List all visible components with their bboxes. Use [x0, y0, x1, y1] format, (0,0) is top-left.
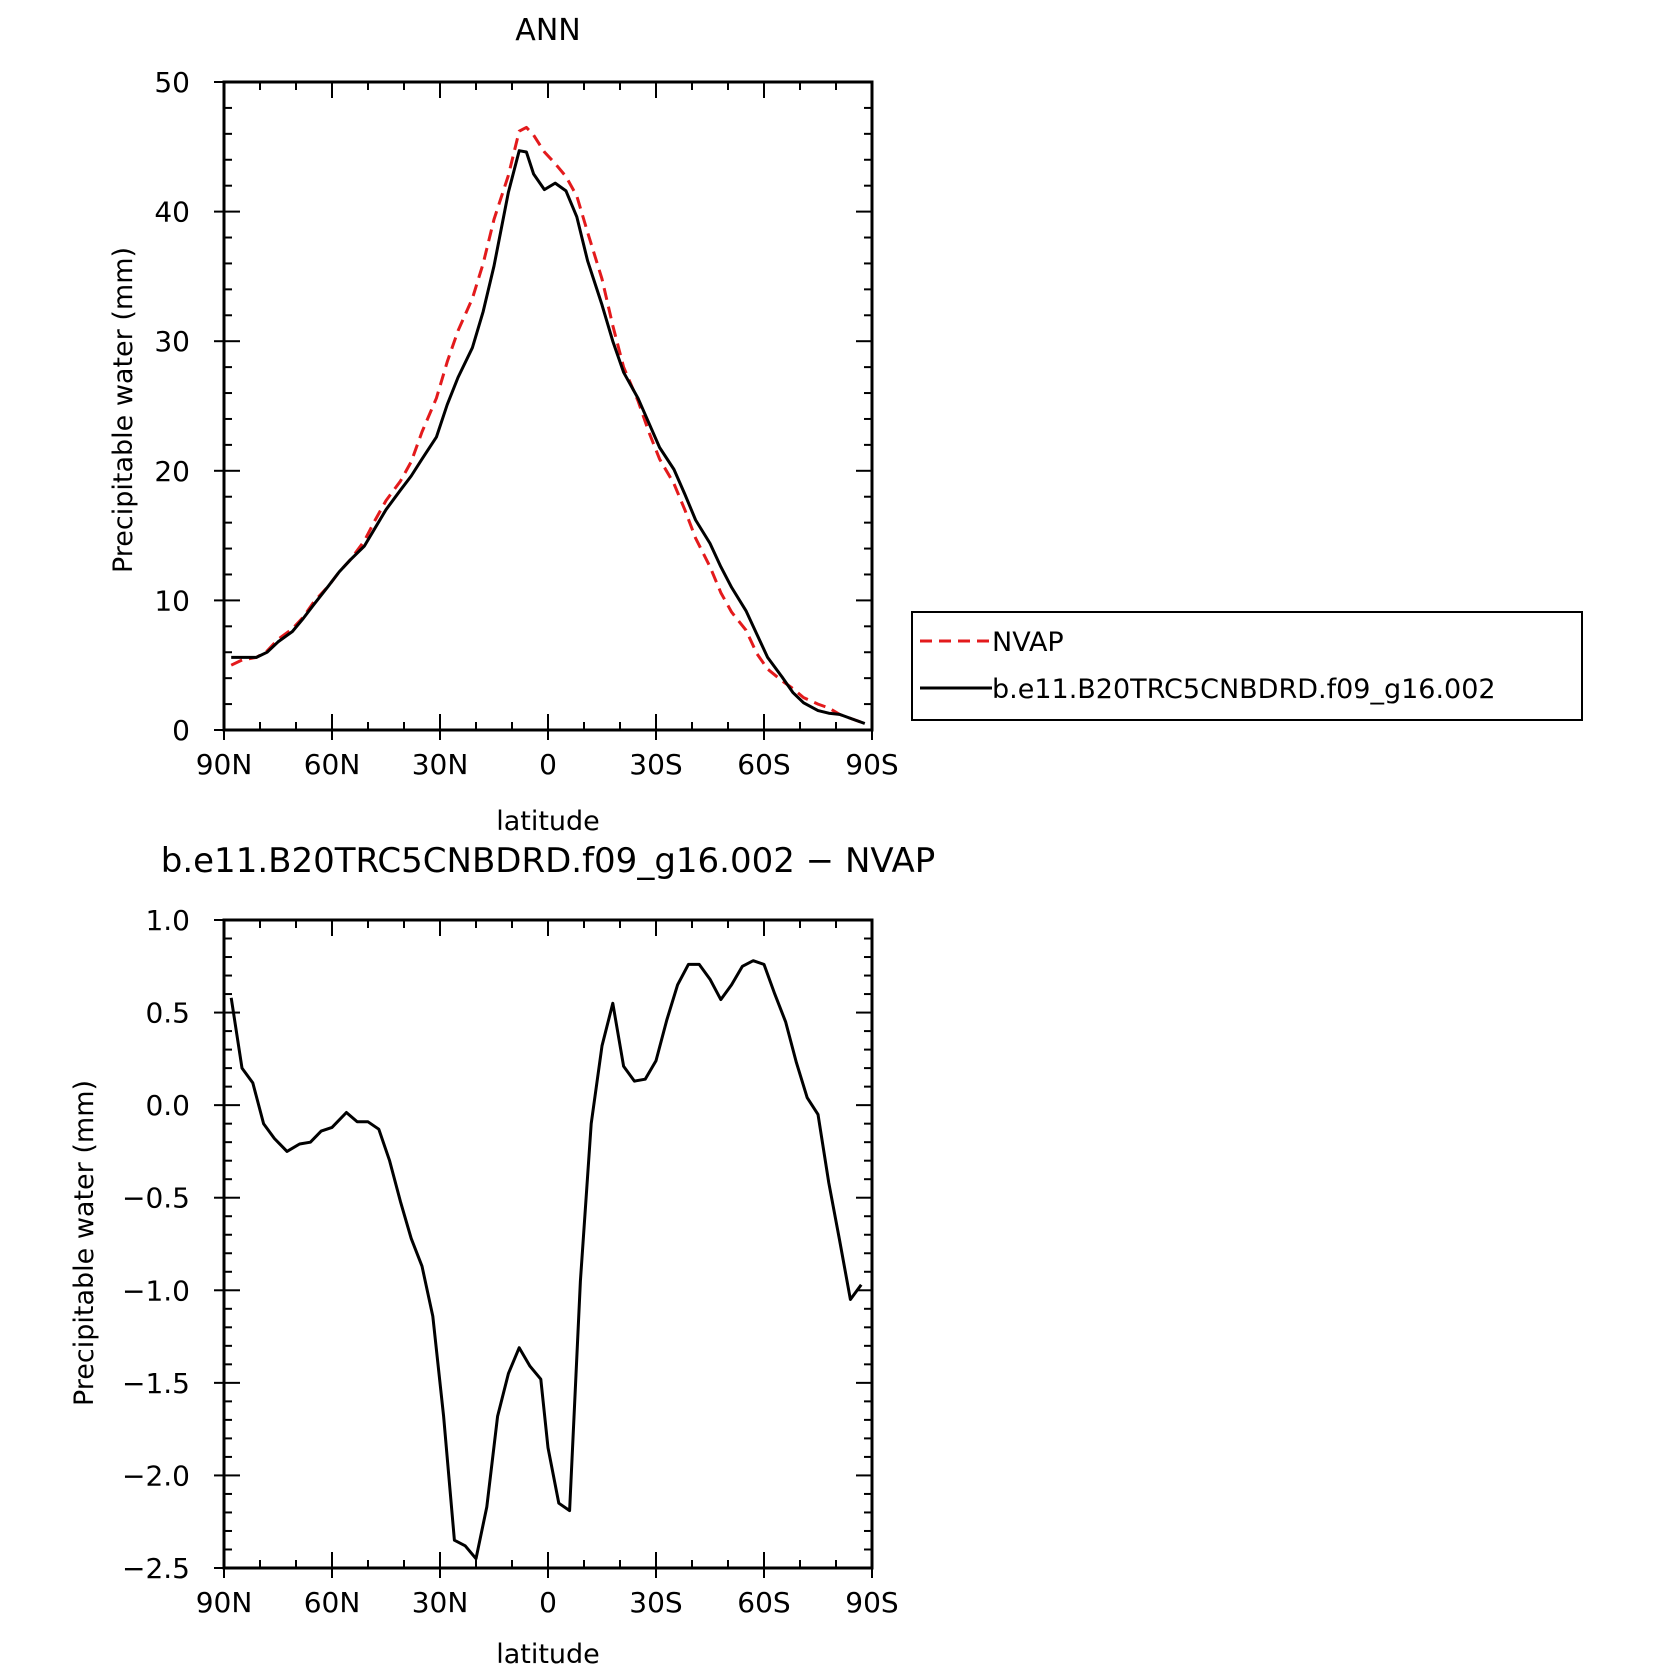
x-tick-label: 60N: [304, 748, 361, 781]
y-axis-label: Precipitable water (mm): [108, 247, 139, 573]
axis-tick-labels: 90N 60N 30N 0 30S 60S 90S 1.0 0.5 0.0 −0.5 −1.0 −1.5…: [122, 904, 899, 1619]
plot-frame: [222, 918, 874, 1570]
y-tick-label: −2.0: [122, 1459, 190, 1492]
legend: NVAP b.e11.B20TRC5CNBDRD.f09_g16.002: [911, 611, 1583, 721]
y-tick-label: 10: [154, 584, 190, 617]
y-tick-label: −1.0: [122, 1274, 190, 1307]
y-tick-label: 40: [154, 196, 190, 229]
x-tick-label: 60N: [304, 1586, 361, 1619]
legend-label-nvap: NVAP: [992, 627, 1064, 658]
series-line-0: [229, 959, 863, 1561]
x-tick-label: 90S: [845, 1586, 898, 1619]
x-tick-label: 0: [539, 1586, 557, 1619]
x-tick-label: 60S: [737, 748, 790, 781]
legend-box: [911, 611, 1583, 721]
y-tick-label: 0: [172, 714, 190, 747]
y-tick-label: −0.5: [122, 1182, 190, 1215]
y-tick-label: −2.5: [122, 1552, 190, 1585]
plot-frame: [222, 80, 874, 732]
axis-tick-labels: 90N 60N 30N 0 30S 60S 90S 0 10 20 30 40 50: [154, 66, 898, 781]
y-tick-label: 1.0: [145, 904, 190, 937]
mean-profile-panel: ANN Precipitable water (mm) latitude 90N…: [108, 13, 899, 837]
x-axis-label: latitude: [496, 806, 600, 837]
y-tick-label: 20: [154, 455, 190, 488]
panel-title: ANN: [515, 13, 580, 48]
y-tick-label: 30: [154, 325, 190, 358]
x-tick-label: 30S: [629, 1586, 682, 1619]
series-line-1: [231, 149, 866, 725]
x-axis-label: latitude: [496, 1639, 600, 1669]
panel-title: b.e11.B20TRC5CNBDRD.f09_g16.002 − NVAP: [161, 841, 936, 881]
data-series: [229, 959, 863, 1561]
difference-panel: b.e11.B20TRC5CNBDRD.f09_g16.002 − NVAP P…: [69, 841, 935, 1669]
x-tick-label: 30N: [412, 748, 469, 781]
x-tick-label: 30N: [412, 1586, 469, 1619]
y-tick-label: 0.0: [145, 1089, 190, 1122]
y-tick-label: 0.5: [145, 997, 190, 1030]
y-tick-label: 50: [154, 66, 190, 99]
x-tick-label: 90N: [196, 748, 253, 781]
y-tick-label: −1.5: [122, 1367, 190, 1400]
axis-ticks: [214, 919, 873, 1578]
x-tick-label: 90S: [845, 748, 898, 781]
y-axis-label: Precipitable water (mm): [69, 1080, 100, 1406]
series-line-0: [230, 125, 866, 725]
x-tick-label: 60S: [737, 1586, 790, 1619]
x-tick-label: 30S: [629, 748, 682, 781]
x-tick-label: 90N: [196, 1586, 253, 1619]
axis-ticks: [214, 81, 873, 740]
data-series: [230, 125, 866, 725]
legend-label-model: b.e11.B20TRC5CNBDRD.f09_g16.002: [992, 674, 1496, 705]
x-tick-label: 0: [539, 748, 557, 781]
